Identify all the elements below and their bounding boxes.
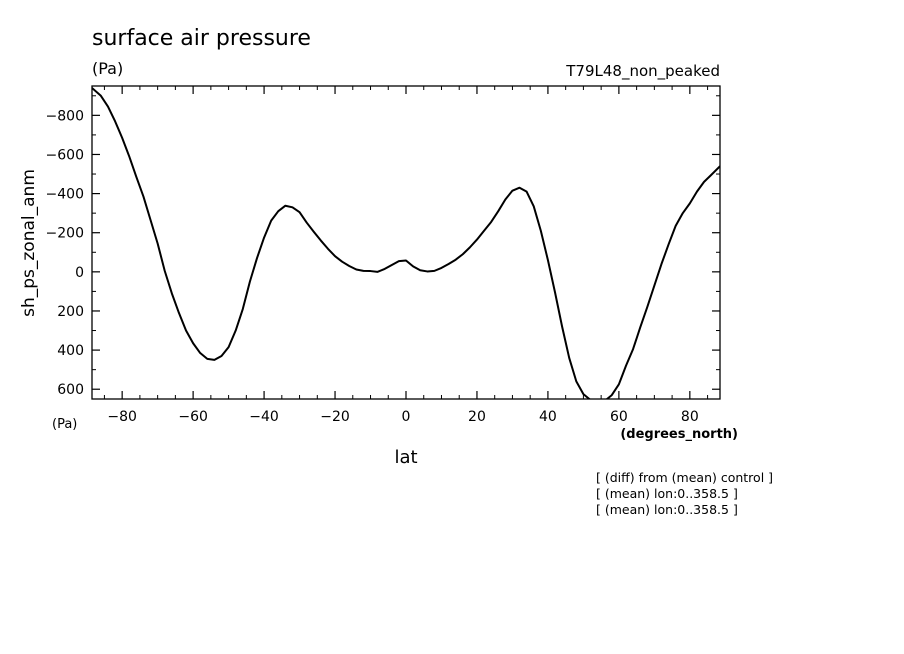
y-tick-label: 400 (57, 343, 84, 359)
x-tick-label: 20 (468, 409, 486, 425)
x-axis-tick-labels: −80 −60 −40 −20 0 20 40 60 80 (107, 409, 698, 425)
x-tick-label: 60 (610, 409, 628, 425)
y-axis-tick-labels: −800 −600 −400 −200 0 200 400 600 (46, 108, 84, 398)
x-axis-label: lat (394, 447, 417, 468)
y-tick-label: −200 (46, 226, 84, 242)
y-axis-ticks (92, 95, 720, 390)
x-tick-label: −20 (320, 409, 350, 425)
title-units: (Pa) (92, 59, 123, 78)
y-axis-units: (Pa) (52, 417, 77, 432)
chart-title: surface air pressure (92, 26, 311, 51)
experiment-label: T79L48_non_peaked (565, 62, 720, 81)
x-tick-label: −40 (249, 409, 279, 425)
annotation-mean-lon-2: [ (mean) lon:0..358.5 ] (596, 502, 738, 517)
x-tick-label: 80 (681, 409, 699, 425)
y-tick-label: −600 (46, 147, 84, 163)
y-tick-label: −400 (46, 187, 84, 203)
y-tick-label: 0 (75, 265, 84, 281)
annotation-diff: [ (diff) from (mean) control ] (596, 470, 773, 485)
x-tick-label: 40 (539, 409, 557, 425)
x-axis-ticks (103, 86, 709, 399)
annotation-mean-lon-1: [ (mean) lon:0..358.5 ] (596, 486, 738, 501)
y-tick-label: 600 (57, 382, 84, 398)
y-axis-label: sh_ps_zonal_anm (19, 169, 39, 317)
y-tick-label: 200 (57, 304, 84, 320)
series-layer (92, 87, 720, 399)
x-axis-units: (degrees_north) (620, 427, 738, 442)
plot-frame (91, 85, 721, 400)
y-tick-label: −800 (46, 108, 84, 124)
x-tick-label: 0 (402, 409, 411, 425)
x-tick-label: −60 (178, 409, 208, 425)
series-line-0 (92, 87, 720, 399)
x-tick-label: −80 (107, 409, 137, 425)
